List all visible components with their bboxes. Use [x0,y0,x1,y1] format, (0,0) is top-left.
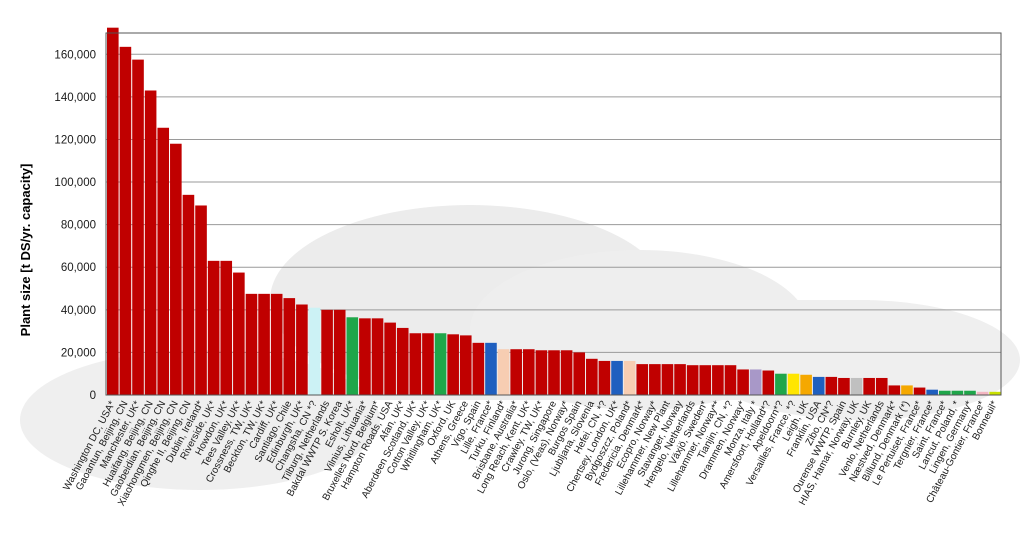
bar [661,364,674,395]
bar [812,376,825,395]
bar [447,334,459,395]
bar [485,342,497,395]
axes [105,32,1002,396]
y-tick-label: 100,000 [54,177,96,189]
bar [938,390,951,395]
x-tick-labels: Washington DC, USA*Gaoantun, Beijing, CN… [61,399,1000,508]
bar [699,365,712,395]
bar [560,350,573,395]
bar [459,335,472,395]
bar [775,373,787,395]
bar [875,377,888,395]
y-axis-label: Plant size [t DS/yr. capacity] [18,164,33,337]
bar [510,349,522,395]
bar [598,360,611,395]
bar [712,365,724,395]
bar [195,205,207,395]
bar [989,391,1001,395]
bar [207,260,220,395]
bar [132,59,144,396]
bars [107,27,1001,396]
y-tick-label: 40,000 [61,305,96,317]
bar [233,272,245,395]
bar [220,260,233,395]
y-tick-label: 20,000 [61,347,96,359]
bar [888,385,901,395]
bar [434,333,447,395]
bar [182,194,195,395]
bar [245,293,258,395]
y-tick-label: 160,000 [54,49,96,61]
bar [258,293,270,395]
bar [522,349,535,395]
y-tick-label: 60,000 [61,262,96,274]
bar [787,373,800,395]
bar [359,318,371,395]
bar [825,376,838,395]
bar [296,304,308,395]
bar [119,46,132,396]
bar [951,390,964,395]
bar [964,390,976,395]
bar [926,389,938,395]
y-tick-label: 80,000 [61,220,96,232]
y-tick-label: 0 [90,390,96,402]
bar [863,377,875,395]
bar [396,327,409,395]
bar [548,350,560,395]
bar [409,333,422,395]
bar [901,385,913,395]
bar [157,127,170,395]
bar [371,318,384,395]
bar [737,369,749,395]
y-tick-label: 140,000 [54,92,96,104]
bar [333,309,346,395]
bar [749,369,762,395]
bar [308,307,321,395]
bar [497,349,510,395]
bar [346,317,359,395]
bar [573,352,586,395]
bar [674,364,686,395]
bar [535,350,548,395]
bar [838,377,850,395]
y-tick-label: 120,000 [54,134,96,146]
plot-frame [105,32,1002,396]
bar [472,342,485,395]
bar [686,365,699,395]
bar [270,293,283,395]
bar [850,377,863,395]
bar [636,364,649,395]
bar [762,370,775,395]
bar [800,374,812,395]
bar [649,364,661,395]
bar [586,358,598,395]
bar [976,391,989,395]
bar [724,365,737,395]
bar [913,387,926,395]
bar [144,90,157,396]
bar [283,298,296,395]
bar [170,143,182,395]
bar [321,309,333,395]
bar [611,360,623,395]
y-tick-labels: 0 20,000 40,000 60,000 80,000 100,000 120,000 1… [54,49,96,402]
bar [422,333,434,395]
bar [384,322,396,395]
bar [107,27,119,396]
bar [623,360,636,395]
